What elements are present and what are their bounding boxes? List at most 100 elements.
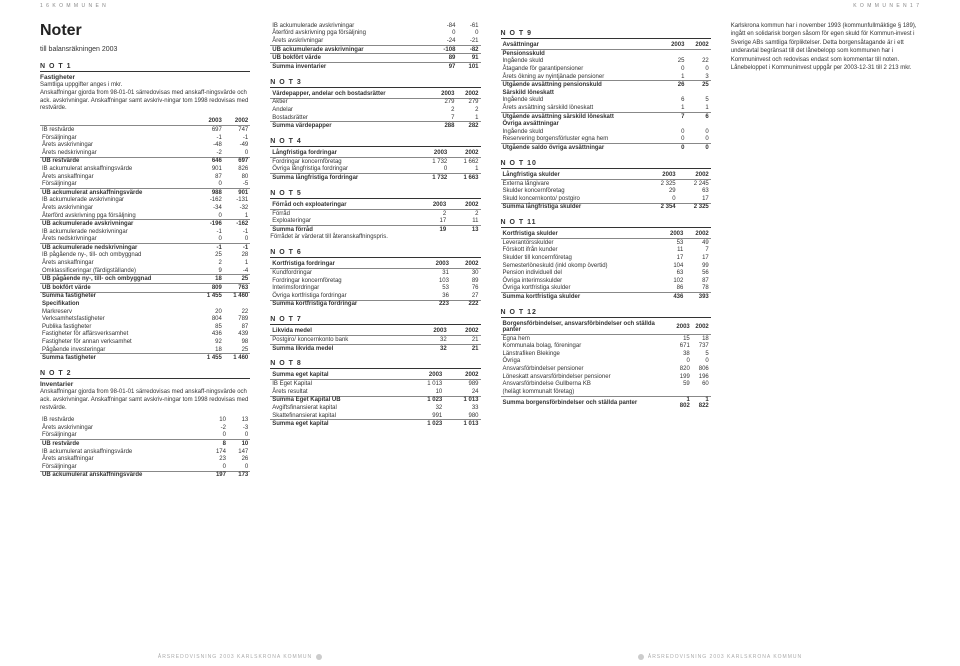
table-row: UB ackumulerade avskrivningar-196-162 xyxy=(40,220,250,228)
table-row: Årets avskrivningar-2-3 xyxy=(40,424,250,432)
table-row: Årets anskaffningar8780 xyxy=(40,173,250,181)
table-row: IB ackumulerade avskrivningar-162-131 xyxy=(40,197,250,205)
note-table: Kortfristiga fordringar20032002Kundfordr… xyxy=(270,260,480,308)
table-row: Verksamhetsfastigheter804789 xyxy=(40,315,250,323)
table-row: Utgående saldo övriga avsättningar00 xyxy=(501,144,711,152)
table-row: IB restvärde697747 xyxy=(40,126,250,134)
note-table: Summa eget kapital20032002IB Eget Kapita… xyxy=(270,371,480,428)
logo-icon xyxy=(316,654,322,660)
table-row: Summa eget kapital1 0231 013 xyxy=(270,420,480,428)
col3: N O T 9 Avsättningar20032002Pensionsskuld… xyxy=(501,22,711,479)
table-row: Årets anskaffningar2326 xyxy=(40,455,250,463)
sidetext: Karlskrona kommun har i november 1993 (k… xyxy=(731,22,920,72)
not5: N O T 5Förråd och exploateringar20032002… xyxy=(270,190,480,242)
table-row: UB restvärde810 xyxy=(40,440,250,448)
not3: N O T 3Värdepapper, andelar och bostadsr… xyxy=(270,79,480,130)
table-row: Årets resultat1024 xyxy=(270,388,480,396)
table-row: IB ackumulerade avskrivningar-84-61 xyxy=(270,22,480,30)
table-row: Fastigheter för annan verksamhet9298 xyxy=(40,338,250,346)
table-row: Pensionsskuld xyxy=(501,50,711,58)
note-title: N O T 11 xyxy=(501,219,711,228)
table-row: Utgående avsättning särskild löneskatt76 xyxy=(501,112,711,120)
table-row: Förskott ifrån kunder117 xyxy=(501,247,711,255)
table-row: IB restvärde1013 xyxy=(40,416,250,424)
table-row: Fastigheter för affärsverksamhet436439 xyxy=(40,331,250,339)
table-row: Postgiro/ koncernkonto bank3221 xyxy=(270,336,480,345)
table-row: Övriga avsättningar xyxy=(501,120,711,128)
table-row: Särskild löneskatt xyxy=(501,89,711,97)
table-row: Andelar22 xyxy=(270,106,480,114)
note-title: N O T 7 xyxy=(270,316,480,325)
table-row: Summa inventarier97101 xyxy=(270,62,480,70)
table-row: Fordringar koncernföretag1 7321 662 xyxy=(270,157,480,165)
not7: N O T 7 Likvida medel20032002Postgiro/ ko… xyxy=(270,316,480,352)
table-row: Skattefinansierat kapital991980 xyxy=(270,412,480,420)
table-row: UB ackumulerat anskaffningsvärde197173 xyxy=(40,471,250,479)
table-row: Övriga långfristiga fordringar01 xyxy=(270,166,480,174)
table-row: Försäljningar00 xyxy=(40,432,250,440)
table-row: Semesterlöneskuld (inkl okomp övertid)10… xyxy=(501,262,711,270)
table-row: Summa fastigheter1 4551 460 xyxy=(40,354,250,362)
header-right: K O M M U N E N 1 7 xyxy=(853,3,920,9)
table-row: Ansvarsförbindelse Gullberna KB5960 xyxy=(501,380,711,388)
not2b: IB ackumulerade avskrivningar-84-61Återf… xyxy=(270,22,480,71)
table-row: Summa förråd1913 xyxy=(270,225,480,233)
not1: N O T 1FastigheterSamtliga uppgifter ang… xyxy=(40,63,250,362)
table-row: Länstrafiken Blekinge385 xyxy=(501,350,711,358)
note-table: Förråd och exploateringar20032002Förråd2… xyxy=(270,201,480,234)
not6: N O T 6 Kortfristiga fordringar20032002Ku… xyxy=(270,249,480,308)
table-row: UB restvärde646697 xyxy=(40,157,250,165)
table-row: Summa kortfristiga fordringar223222 xyxy=(270,300,480,308)
table-row: Övriga interimsskulder10287 xyxy=(501,277,711,285)
not9: N O T 9 Avsättningar20032002Pensionsskuld… xyxy=(501,30,711,152)
table-row: Årets avsättning särskild löneskatt11 xyxy=(501,104,711,112)
table-row: IB pågående ny-, till- och ombyggnad2528 xyxy=(40,252,250,260)
not11: N O T 11 Kortfristiga skulder20032002Leve… xyxy=(501,219,711,301)
table-row: Avgiftsfinansierat kapital3233 xyxy=(270,404,480,412)
table-row: UB bokfört värde8991 xyxy=(270,54,480,63)
table-row: Skuld koncernkonto/ postgiro017 xyxy=(501,195,711,203)
note-table: Kortfristiga skulder20032002Leverantörss… xyxy=(501,230,711,301)
table-row: IB ackumulerat anskaffningsvärde174147 xyxy=(40,448,250,456)
table-row: Ansvarsförbindelser pensioner820806 xyxy=(501,365,711,373)
note-title: N O T 3 xyxy=(270,79,480,88)
logo-icon xyxy=(638,654,644,660)
table-row: Interimsfordringar5376 xyxy=(270,284,480,292)
table-row: Ingående skuld2522 xyxy=(501,58,711,66)
table-row: Återförd avskrivning pga försäljning00 xyxy=(270,30,480,38)
table-row: Summa Eget Kapital UB1 0231 013 xyxy=(270,396,480,404)
table-row: Fordringar koncernföretag10389 xyxy=(270,277,480,285)
table-row: Summa långfristiga skulder2 3542 325 xyxy=(501,203,711,211)
note-title: N O T 6 xyxy=(270,249,480,258)
table-row: Bostadsrätter71 xyxy=(270,114,480,122)
table-row: IB ackumulerat anskaffningsvärde901826 xyxy=(40,165,250,173)
footer: ÅRSREDOVISNING 2003 KARLSKRONA KOMMUN ÅR… xyxy=(0,654,960,660)
not8: N O T 8Summa eget kapital20032002IB Eget… xyxy=(270,360,480,428)
note-table: Likvida medel20032002Postgiro/ koncernko… xyxy=(270,327,480,352)
table-row: (helägt kommunalt företag) xyxy=(501,388,711,396)
table-row: Åtagande för garantipensioner00 xyxy=(501,65,711,73)
table-row: UB bokfört värde809763 xyxy=(40,284,250,293)
table-row: Pension individuell del6356 xyxy=(501,269,711,277)
table-row: Försäljningar0-5 xyxy=(40,180,250,188)
table-row: Kommunala bolag, föreningar671737 xyxy=(501,342,711,350)
table-row: Summa likvida medel3221 xyxy=(270,344,480,352)
note-title: N O T 4 xyxy=(270,138,480,147)
not2: N O T 2InventarierAnskaffningar gjorda f… xyxy=(40,370,250,479)
table-row: Leverantörsskulder5349 xyxy=(501,239,711,247)
table-row: Summa fastigheter1 4551 460 xyxy=(40,292,250,300)
table-row: Försäljningar-1-1 xyxy=(40,134,250,142)
note-table: Avsättningar20032002PensionsskuldIngåend… xyxy=(501,41,711,152)
table-row: Årets nedskrivningar-20 xyxy=(40,149,250,157)
table-row: Publika fastigheter8587 xyxy=(40,323,250,331)
table-row: Summa borgensförbindelser och ställda pa… xyxy=(501,396,711,410)
table-row: Ingående skuld00 xyxy=(501,128,711,136)
table-row: Årets anskaffningar21 xyxy=(40,259,250,267)
table-row: Övriga kortfristiga skulder8678 xyxy=(501,285,711,293)
table-row: Årets avskrivningar-34-32 xyxy=(40,204,250,212)
table-row: Markreserv2022 xyxy=(40,308,250,316)
note-title: N O T 9 xyxy=(501,30,711,39)
table-row: Summa kortfristiga skulder436393 xyxy=(501,293,711,301)
subtitle: till balansräkningen 2003 xyxy=(40,46,250,53)
table-row: Återförd avskrivning pga försäljning01 xyxy=(40,212,250,220)
